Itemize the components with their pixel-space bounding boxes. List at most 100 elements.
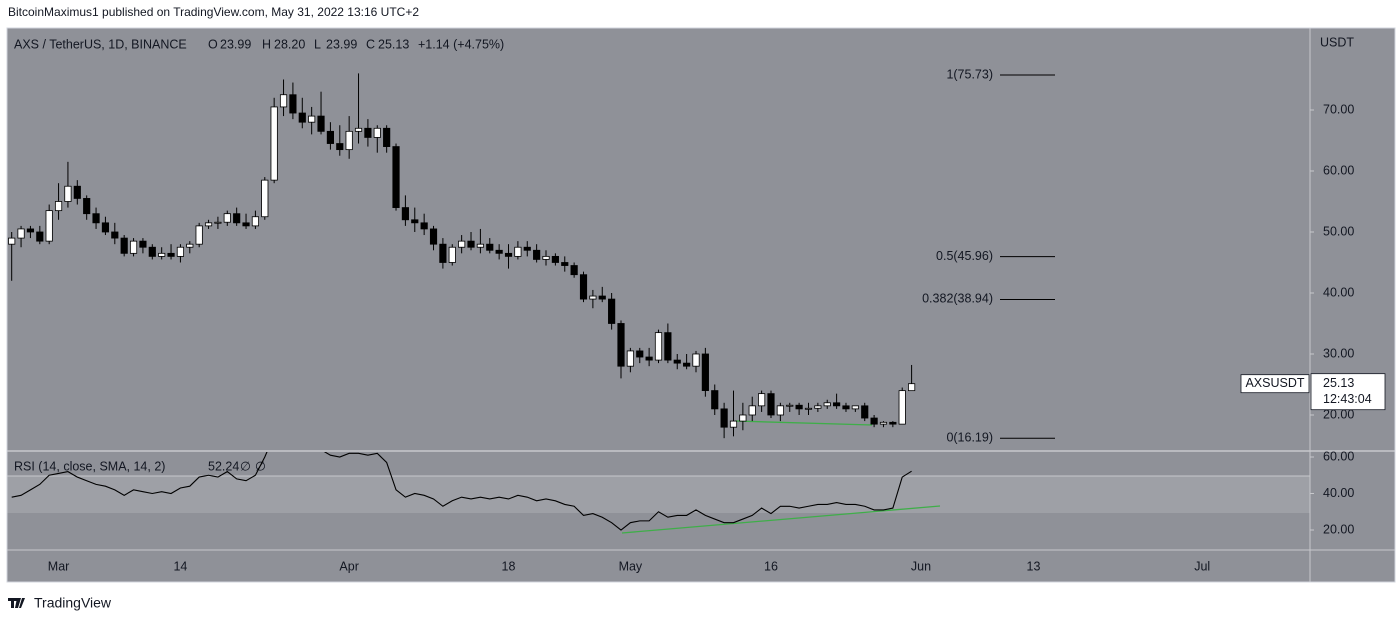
y-tick-label: 20.00: [1323, 407, 1354, 421]
candle-body: [73, 185, 81, 199]
rsi-value: 52.24: [208, 459, 239, 473]
candle-body: [54, 201, 63, 212]
candle-body: [251, 216, 260, 227]
candle-body: [326, 130, 334, 144]
rsi-trendline: [621, 505, 941, 534]
candle-body: [570, 265, 578, 276]
candle-body: [804, 407, 813, 410]
candle-body: [739, 414, 747, 422]
x-tick-label: 18: [502, 559, 516, 573]
candle-body: [467, 240, 475, 248]
fib-label: 0.5(45.96): [936, 249, 993, 263]
candle-body: [214, 221, 222, 224]
candle-body: [608, 298, 616, 324]
x-tick-label: Jun: [911, 559, 931, 573]
candle-body: [523, 246, 531, 251]
x-tick-label: Jul: [1194, 559, 1210, 573]
candle-body: [645, 356, 653, 361]
candle-body: [308, 115, 316, 123]
candle-body: [242, 222, 250, 227]
rsi-line: [11, 452, 912, 531]
rsi-flag: ∅: [240, 459, 251, 473]
candle-body: [223, 213, 231, 223]
rsi-y-tick-label: 60.00: [1323, 449, 1354, 463]
candle-body: [889, 421, 897, 425]
candle-body: [870, 417, 878, 425]
candle-body: [101, 222, 110, 233]
y-tick-label: 70.00: [1323, 102, 1354, 116]
candle-body: [354, 127, 363, 132]
candle-body: [279, 94, 288, 108]
candle-body: [542, 255, 550, 260]
candle-body: [823, 402, 831, 407]
legend-key: H: [262, 37, 271, 51]
candle-body: [898, 390, 906, 425]
fib-label: 1(75.73): [946, 67, 993, 81]
fib-label: 0(16.19): [946, 431, 993, 445]
y-tick-label: 30.00: [1323, 346, 1354, 360]
legend-value: 25.13: [378, 37, 409, 51]
candle-body: [345, 130, 353, 151]
candle-body: [533, 249, 541, 260]
rsi-y-tick-label: 20.00: [1323, 522, 1354, 536]
candle-body: [204, 222, 213, 227]
candle-body: [720, 408, 728, 428]
candle-body: [167, 252, 175, 257]
candle-body: [92, 213, 100, 224]
candle-body: [579, 274, 588, 300]
candle-body: [664, 332, 672, 361]
fib-label: 0.382(38.94): [922, 292, 993, 306]
candle-body: [64, 185, 72, 202]
candle-body: [767, 393, 775, 416]
candle-body: [851, 405, 859, 410]
candle-body: [336, 143, 344, 151]
y-tick-label: 50.00: [1323, 224, 1354, 238]
candle-body: [729, 420, 738, 428]
price-tag-box: [1310, 373, 1386, 411]
candle-body: [495, 249, 503, 254]
candle-body: [879, 421, 888, 425]
candle-body: [589, 295, 597, 300]
candle-body: [298, 112, 306, 123]
candle-body: [514, 246, 522, 257]
candle-body: [673, 359, 681, 364]
candle-body: [654, 332, 663, 361]
candle-body: [692, 353, 700, 367]
candle-body: [289, 94, 297, 114]
candle-body: [176, 246, 185, 257]
candles: [8, 73, 916, 439]
candle-body: [195, 225, 203, 245]
candle-body: [364, 127, 372, 138]
candle-body: [504, 252, 513, 257]
legend-key: C: [366, 37, 375, 51]
x-tick-label: May: [619, 559, 643, 573]
candle-body: [861, 405, 869, 419]
candle-body: [561, 262, 569, 266]
candle-body: [786, 404, 794, 407]
axis-label: USDT: [1320, 35, 1354, 49]
candle-body: [795, 404, 803, 410]
countdown: 12:43:04: [1323, 392, 1372, 406]
candle-body: [401, 207, 409, 221]
price-tag: 25.13: [1323, 376, 1354, 390]
rsi-y-tick-label: 40.00: [1323, 486, 1354, 500]
candle-body: [158, 252, 166, 257]
candle-body: [842, 405, 850, 410]
candle-body: [233, 213, 241, 224]
candle-body: [148, 246, 156, 257]
chart-frame: [6, 27, 1396, 583]
candle-body: [776, 405, 784, 416]
brand-logo: [8, 598, 25, 608]
candle-body: [317, 115, 325, 132]
candle-body: [270, 106, 278, 181]
candle-body: [420, 222, 428, 230]
candle-body: [120, 237, 128, 254]
brand: TradingView: [34, 595, 112, 611]
legend-value: 28.20: [274, 37, 305, 51]
candle-body: [458, 240, 466, 248]
candle-body: [598, 295, 606, 300]
x-tick-label: Mar: [48, 559, 70, 573]
candle-body: [486, 243, 494, 251]
